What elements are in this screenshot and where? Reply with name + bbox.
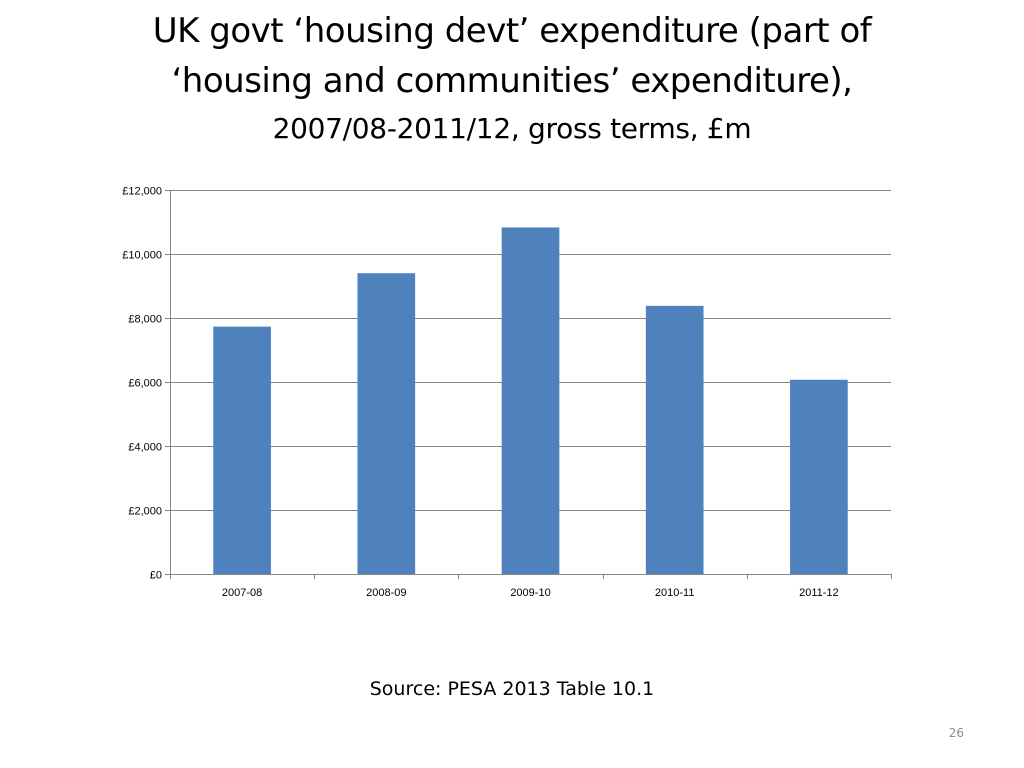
bar (501, 227, 560, 574)
x-tick-label: 2009-10 (510, 587, 550, 599)
bar (357, 273, 416, 574)
title-line-3: 2007/08-2011/12, gross terms, £m (272, 112, 752, 145)
bar (213, 326, 271, 574)
source-note: Source: PESA 2013 Table 10.1 (369, 678, 655, 700)
page-number: 26 (948, 726, 964, 740)
y-tick-label: £0 (150, 570, 162, 582)
y-tick-label: £2,000 (128, 506, 162, 518)
slide-title: UK govt ‘housing devt’ expenditure (part… (40, 6, 984, 152)
x-tick-label: 2007-08 (222, 587, 262, 599)
y-tick-label: £6,000 (128, 378, 162, 390)
title-line-1: UK govt ‘housing devt’ expenditure (part… (152, 11, 872, 51)
title-line-2: ‘housing and communities’ expenditure), (171, 61, 853, 101)
x-tick-label: 2010-11 (655, 587, 695, 599)
bar (790, 379, 848, 574)
y-tick-label: £12,000 (122, 186, 162, 198)
x-tick-label: 2011-12 (799, 587, 839, 599)
y-tick-label: £8,000 (128, 314, 162, 326)
bar (645, 305, 704, 574)
x-tick-label: 2008-09 (366, 587, 406, 599)
y-tick-label: £4,000 (128, 442, 162, 454)
y-tick-label: £10,000 (122, 250, 162, 262)
